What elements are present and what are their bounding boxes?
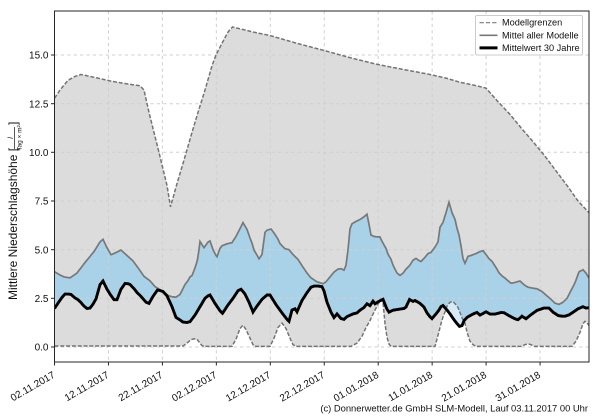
svg-text:(c) Donnerwetter.de GmbH SLM-M: (c) Donnerwetter.de GmbH SLM-Modell, Lau… bbox=[320, 403, 588, 414]
svg-text:Modellgrenzen: Modellgrenzen bbox=[502, 18, 562, 28]
svg-text:5.0: 5.0 bbox=[35, 245, 49, 256]
svg-text:7.5: 7.5 bbox=[35, 197, 49, 208]
svg-text:Mittlere Niederschlagshöhe [: Mittlere Niederschlagshöhe [ bbox=[6, 147, 20, 300]
svg-text:Mittel aller Modelle: Mittel aller Modelle bbox=[502, 30, 579, 40]
svg-text:Mittelwert 30 Jahre: Mittelwert 30 Jahre bbox=[502, 43, 580, 53]
svg-text:Tag × m²: Tag × m² bbox=[17, 124, 24, 150]
svg-text:12.5: 12.5 bbox=[29, 99, 49, 110]
svg-text:0.0: 0.0 bbox=[35, 343, 49, 354]
svg-text:l: l bbox=[8, 137, 15, 139]
svg-text:]: ] bbox=[6, 122, 20, 125]
svg-text:2.5: 2.5 bbox=[35, 294, 49, 305]
svg-text:10.0: 10.0 bbox=[29, 148, 49, 159]
svg-text:15.0: 15.0 bbox=[29, 51, 49, 62]
